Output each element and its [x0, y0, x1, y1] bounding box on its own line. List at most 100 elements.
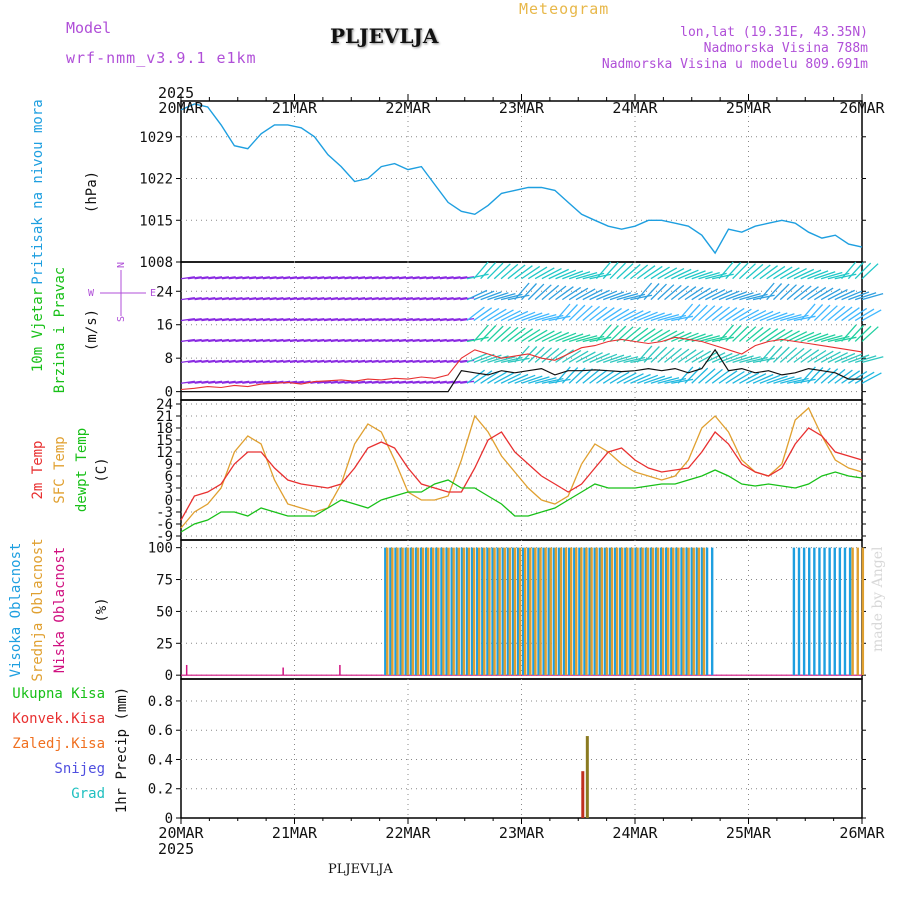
- wind-barb: [371, 317, 386, 322]
- wind-barb: [242, 317, 257, 322]
- wind-barb: [745, 310, 767, 322]
- wind-barb: [786, 268, 807, 280]
- wind-barb: [609, 308, 630, 322]
- wind-barb: [779, 267, 800, 280]
- wind-barb: [255, 338, 270, 343]
- wind-barb: [800, 286, 819, 301]
- compass-east: E: [150, 288, 156, 299]
- wind-barb: [711, 306, 730, 322]
- wind-barb: [766, 346, 783, 363]
- wind-barb: [609, 325, 627, 342]
- wind-barb: [385, 276, 400, 280]
- wind-barb: [473, 324, 489, 342]
- station-title: PLJEVLJA: [330, 24, 439, 48]
- wind-barb: [514, 328, 534, 342]
- wind-barb: [596, 353, 618, 363]
- precip-bar: [581, 771, 585, 818]
- wind-barb: [780, 313, 802, 322]
- wind-barb: [323, 297, 338, 301]
- wind-barb: [330, 359, 345, 364]
- wind-barb: [861, 309, 882, 322]
- y-tick-label: 9: [165, 457, 173, 473]
- wind-barb: [296, 297, 311, 301]
- wind-barb: [249, 317, 264, 322]
- wind-barb: [637, 374, 659, 384]
- wind-barb: [276, 359, 291, 364]
- y-tick-label: 12: [156, 445, 173, 461]
- wind-barb: [548, 285, 567, 301]
- wind-barb: [249, 297, 264, 301]
- y-tick-label: 16: [156, 318, 173, 334]
- wind-barb: [814, 334, 836, 343]
- wind-barb: [364, 380, 379, 384]
- wind-axis-label-2: Brzina i Pravac: [52, 267, 68, 393]
- wind-barb: [657, 267, 678, 280]
- wind-barb: [371, 276, 386, 280]
- wind-barb: [664, 347, 682, 363]
- wind-barb: [548, 268, 569, 280]
- wind-barb: [228, 297, 243, 301]
- wind-barb: [773, 283, 790, 301]
- wind-barb: [521, 265, 541, 280]
- wind-barb: [609, 355, 632, 363]
- wind-barb: [364, 297, 379, 301]
- wind-barb: [854, 371, 875, 384]
- wind-barb: [759, 265, 778, 280]
- wind-barb: [793, 268, 815, 280]
- wind-barb: [480, 291, 502, 301]
- wind-barb: [357, 359, 372, 364]
- wind-barb: [194, 359, 209, 364]
- wind-barb: [385, 297, 400, 301]
- wind-barb: [317, 380, 332, 384]
- wind-barb: [507, 294, 530, 301]
- wind-barb: [739, 309, 760, 322]
- wind-barb: [405, 317, 420, 322]
- wind-barb: [330, 276, 345, 280]
- wind-barb: [242, 276, 257, 280]
- temp-unit-label: (C): [94, 457, 110, 482]
- wind-barb: [317, 359, 332, 364]
- wind-barb: [521, 283, 537, 301]
- wind-barb: [820, 368, 839, 384]
- wind-barb: [820, 334, 843, 343]
- wind-barb: [296, 380, 311, 384]
- wind-barb: [725, 354, 747, 363]
- wind-barb: [555, 303, 571, 321]
- wind-barb: [187, 317, 202, 322]
- wind-barb: [221, 338, 236, 343]
- wind-barb: [650, 313, 672, 322]
- wind-barb: [283, 276, 298, 280]
- wind-barb: [214, 276, 229, 280]
- wind-barb: [841, 261, 857, 280]
- wind-barb: [527, 283, 545, 301]
- wind-barb: [541, 331, 562, 343]
- wind-barb: [432, 297, 447, 301]
- wind-barb: [194, 338, 209, 343]
- wind-barb: [609, 292, 632, 301]
- wind-barb: [289, 276, 304, 280]
- wind-barb: [793, 331, 815, 343]
- wind-barb: [214, 338, 229, 343]
- wind-barb: [854, 355, 877, 363]
- wind-barb: [351, 317, 366, 322]
- wind-barb: [432, 276, 447, 280]
- wind-barb: [208, 276, 223, 280]
- wind-barb: [310, 359, 325, 364]
- wind-barb: [643, 375, 666, 384]
- y-tick-label: 0.8: [148, 694, 173, 710]
- x-tick-top-label: 26MAR: [839, 99, 885, 117]
- wind-barb: [562, 349, 582, 363]
- cloud-unit-label: (%): [94, 597, 110, 622]
- wind-barb: [214, 297, 229, 301]
- wind-barb: [691, 304, 708, 322]
- wind-barb: [834, 289, 855, 301]
- wind-barb: [732, 355, 754, 363]
- wind-barb: [589, 336, 612, 343]
- wind-barb: [180, 380, 195, 384]
- wind-barb: [276, 317, 291, 322]
- year-bottom: 2025: [158, 840, 195, 858]
- wind-barb: [453, 317, 468, 322]
- wind-barb: [589, 352, 610, 363]
- wind-barb: [861, 356, 884, 363]
